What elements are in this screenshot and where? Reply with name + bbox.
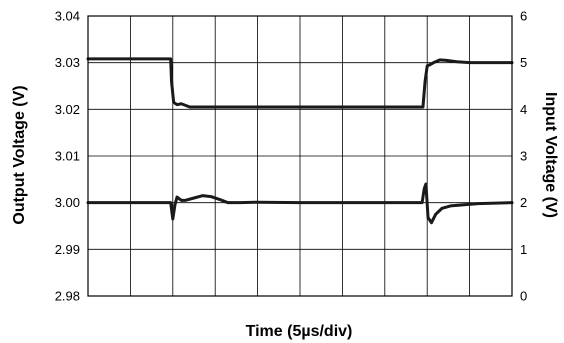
y-tick-label-right: 6	[520, 9, 527, 24]
output-voltage-trace	[86, 182, 514, 225]
traces	[86, 57, 514, 225]
input-voltage-trace	[86, 57, 514, 109]
x-axis-title: Time (5µs/div)	[246, 323, 353, 340]
y-tick-label-left: 3.03	[55, 55, 80, 70]
y-axis-right-ticks: 6 5 4 3 2 1 0	[520, 9, 527, 304]
y-tick-label-right: 4	[520, 102, 527, 117]
y-tick-label-left: 2.98	[55, 289, 80, 304]
y-tick-label-right: 1	[520, 242, 527, 257]
y-axis-left-title: Output Voltage (V)	[11, 85, 28, 224]
y-tick-label-right: 2	[520, 195, 527, 210]
y-tick-label-left: 3.01	[55, 149, 80, 164]
y-tick-label-left: 2.99	[55, 242, 80, 257]
y-tick-label-right: 3	[520, 149, 527, 164]
y-tick-label-left: 3.02	[55, 102, 80, 117]
y-tick-label-left: 3.00	[55, 195, 80, 210]
plot-frame	[87, 15, 513, 297]
y-tick-label-right: 5	[520, 55, 527, 70]
y-tick-label-left: 3.04	[55, 9, 80, 24]
y-axis-right-title: Input Voltage (V)	[542, 92, 559, 218]
y-axis-left-ticks: 3.04 3.03 3.02 3.01 3.00 2.99 2.98	[55, 9, 80, 304]
y-tick-label-right: 0	[520, 289, 527, 304]
